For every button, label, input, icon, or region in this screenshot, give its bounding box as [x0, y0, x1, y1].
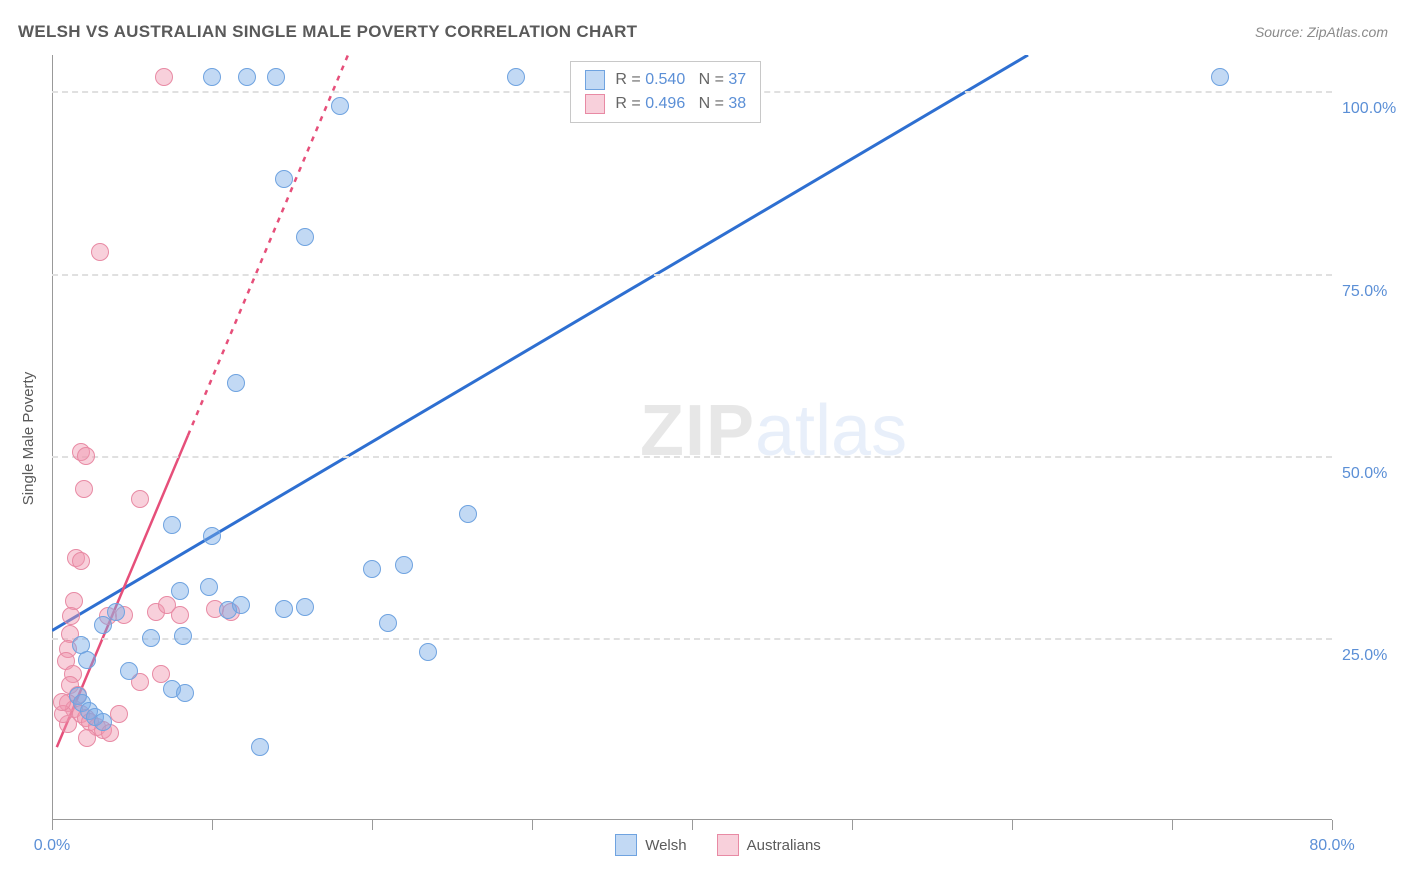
data-point-welsh [238, 68, 256, 86]
x-tick [212, 820, 213, 830]
data-point-australians [131, 490, 149, 508]
data-point-welsh [78, 651, 96, 669]
regression-line-welsh [52, 55, 1028, 631]
data-point-welsh [94, 616, 112, 634]
data-point-welsh [200, 578, 218, 596]
data-point-welsh [142, 629, 160, 647]
x-tick-label: 0.0% [34, 837, 70, 855]
x-tick [52, 820, 53, 830]
data-point-welsh [171, 582, 189, 600]
data-point-welsh [203, 68, 221, 86]
y-axis-label: Single Male Poverty [20, 372, 37, 505]
data-point-welsh [232, 596, 250, 614]
data-point-welsh [174, 627, 192, 645]
data-point-welsh [176, 684, 194, 702]
legend-label: Australians [747, 837, 821, 854]
y-tick-label: 50.0% [1342, 465, 1406, 483]
data-point-welsh [1211, 68, 1229, 86]
stats-row-australians: R = 0.496 N = 38 [585, 92, 746, 116]
legend-swatch-welsh [615, 834, 637, 856]
grid-line [52, 274, 1332, 276]
x-tick-label: 80.0% [1309, 837, 1354, 855]
data-point-australians [62, 607, 80, 625]
data-point-welsh [296, 228, 314, 246]
data-point-welsh [419, 643, 437, 661]
data-point-welsh [203, 527, 221, 545]
data-point-welsh [395, 556, 413, 574]
data-point-welsh [163, 516, 181, 534]
source-label: Source: ZipAtlas.com [1255, 24, 1388, 40]
data-point-welsh [379, 614, 397, 632]
data-point-australians [77, 447, 95, 465]
x-tick [1012, 820, 1013, 830]
data-point-welsh [331, 97, 349, 115]
data-point-welsh [459, 505, 477, 523]
y-tick-label: 75.0% [1342, 283, 1406, 301]
regression-line-australians-dashed [188, 55, 348, 435]
data-point-australians [78, 729, 96, 747]
data-point-australians [110, 705, 128, 723]
data-point-welsh [267, 68, 285, 86]
data-point-welsh [120, 662, 138, 680]
chart-title: WELSH VS AUSTRALIAN SINGLE MALE POVERTY … [18, 22, 637, 42]
legend-item-australians: Australians [717, 834, 821, 856]
data-point-welsh [363, 560, 381, 578]
data-point-welsh [296, 598, 314, 616]
legend-item-welsh: Welsh [615, 834, 686, 856]
data-point-welsh [507, 68, 525, 86]
data-point-australians [155, 68, 173, 86]
y-tick-label: 25.0% [1342, 647, 1406, 665]
chart-plot-area: 25.0%50.0%75.0%100.0%0.0%80.0% [52, 55, 1332, 820]
regression-lines [52, 55, 1332, 820]
x-tick [1172, 820, 1173, 830]
y-tick-label: 100.0% [1342, 100, 1406, 118]
x-tick [532, 820, 533, 830]
stats-box: R = 0.540 N = 37 R = 0.496 N = 38 [570, 61, 761, 123]
data-point-welsh [275, 600, 293, 618]
stats-swatch-australians [585, 94, 605, 114]
data-point-welsh [251, 738, 269, 756]
grid-line [52, 456, 1332, 458]
x-tick [1332, 820, 1333, 830]
data-point-australians [75, 480, 93, 498]
stats-text: R = 0.496 N = 38 [615, 95, 746, 113]
stats-text: R = 0.540 N = 37 [615, 71, 746, 89]
x-tick [692, 820, 693, 830]
legend-swatch-australians [717, 834, 739, 856]
stats-swatch-welsh [585, 70, 605, 90]
data-point-australians [171, 606, 189, 624]
legend-bottom: Welsh Australians [615, 834, 821, 856]
data-point-welsh [94, 713, 112, 731]
data-point-australians [91, 243, 109, 261]
data-point-welsh [275, 170, 293, 188]
x-tick [372, 820, 373, 830]
legend-label: Welsh [645, 837, 686, 854]
data-point-welsh [227, 374, 245, 392]
stats-row-welsh: R = 0.540 N = 37 [585, 68, 746, 92]
x-tick [852, 820, 853, 830]
grid-line [52, 638, 1332, 640]
data-point-australians [72, 552, 90, 570]
